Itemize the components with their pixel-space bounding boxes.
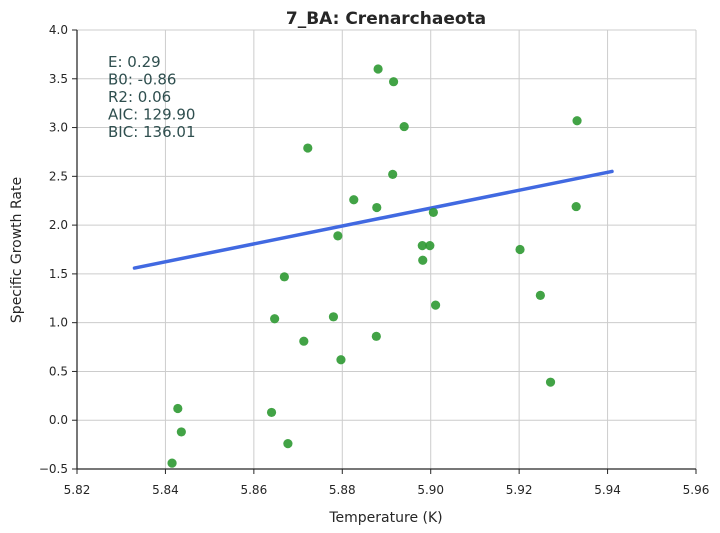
axes <box>72 29 697 474</box>
data-point <box>328 312 339 322</box>
x-tick-label: 5.86 <box>240 483 267 497</box>
y-tick-label: 2.5 <box>49 169 68 183</box>
y-tick-label: 3.0 <box>49 121 68 135</box>
x-tick-label: 5.88 <box>329 483 356 497</box>
data-point <box>270 314 280 324</box>
data-point <box>515 244 525 255</box>
data-point <box>399 121 409 132</box>
data-point <box>388 169 398 179</box>
y-tick-label: 4.0 <box>49 23 68 37</box>
data-points <box>167 64 582 468</box>
stat-b0: B0: -0.86 <box>108 71 176 89</box>
data-point <box>545 377 556 387</box>
data-point <box>173 403 183 414</box>
grid <box>76 29 697 470</box>
x-tick-labels: 5.82 5.84 5.86 5.88 5.90 5.92 5.94 5.96 <box>64 483 710 497</box>
fit-line <box>132 169 614 270</box>
data-point <box>425 240 435 251</box>
y-tick-label: 0.0 <box>49 413 68 427</box>
y-tick-label: 0.5 <box>49 364 68 378</box>
data-point <box>430 300 441 310</box>
data-point <box>176 427 186 437</box>
data-point <box>266 407 277 418</box>
y-tick-label: −0.5 <box>39 462 68 476</box>
x-tick-label: 5.82 <box>64 483 91 497</box>
x-tick-label: 5.90 <box>417 483 444 497</box>
data-point <box>349 195 359 205</box>
data-point <box>303 143 313 153</box>
data-point <box>373 64 383 74</box>
data-point <box>572 116 582 126</box>
stat-bic: BIC: 136.01 <box>108 123 196 141</box>
x-tick-label: 5.92 <box>506 483 533 497</box>
y-tick-label: 1.5 <box>49 267 68 281</box>
x-axis-title: Temperature (K) <box>328 510 442 526</box>
data-point <box>371 331 381 341</box>
data-point <box>372 202 382 213</box>
data-point <box>333 231 343 241</box>
x-tick-label: 5.94 <box>594 483 621 497</box>
data-point <box>388 77 399 87</box>
data-point <box>283 439 293 449</box>
stat-r2: R2: 0.06 <box>108 88 171 106</box>
data-point <box>418 255 428 265</box>
y-tick-label: 3.5 <box>49 72 68 86</box>
chart-title: 7_BA: Crenarchaeota <box>286 9 486 29</box>
stat-aic: AIC: 129.90 <box>108 106 195 124</box>
data-point <box>571 201 581 212</box>
data-point <box>428 207 438 218</box>
data-point <box>336 355 346 365</box>
data-point <box>167 458 177 468</box>
y-axis-title: Specific Growth Rate <box>9 177 25 323</box>
y-tick-label: 1.0 <box>49 316 68 330</box>
data-point <box>535 290 545 300</box>
data-point <box>417 240 427 251</box>
stat-e: E: 0.29 <box>108 53 161 71</box>
x-tick-label: 5.84 <box>152 483 179 497</box>
data-point <box>299 336 309 346</box>
y-tick-label: 2.0 <box>49 218 68 232</box>
regression-fit <box>132 169 614 270</box>
x-tick-label: 5.96 <box>683 483 710 497</box>
y-tick-labels: −0.5 0.0 0.5 1.0 1.5 2.0 2.5 3.0 3.5 4.0 <box>39 23 68 476</box>
fit-statistics: E: 0.29 B0: -0.86 R2: 0.06 AIC: 129.90 B… <box>108 53 196 141</box>
data-point <box>279 272 289 282</box>
